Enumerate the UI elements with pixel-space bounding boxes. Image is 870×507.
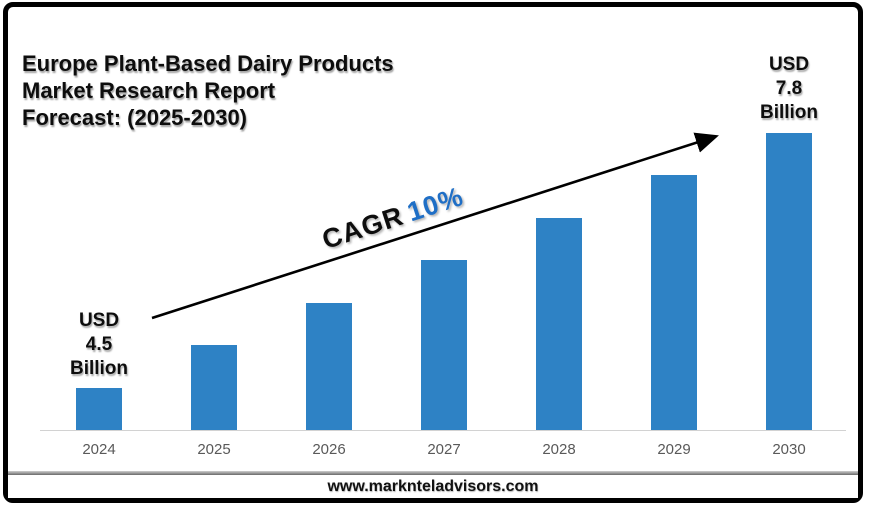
bar-2026	[306, 303, 352, 430]
x-axis-label-2027: 2027	[427, 441, 461, 458]
report-title: Europe Plant-Based Dairy Products Market…	[22, 50, 394, 131]
x-axis-label-2028: 2028	[542, 441, 576, 458]
title-line-1: Europe Plant-Based Dairy Products	[22, 51, 394, 76]
bar-2027	[421, 260, 467, 430]
bar-2028	[536, 218, 582, 430]
start-value-line-1: USD	[78, 310, 120, 331]
bar-2029	[651, 175, 697, 430]
x-axis-label-2024: 2024	[82, 441, 116, 458]
x-axis-label-2025: 2025	[197, 441, 231, 458]
end-value-line-3: Billion	[759, 102, 819, 123]
x-axis-line	[40, 430, 846, 431]
bar-2025	[191, 345, 237, 430]
cagr-annotation: CAGR10%	[293, 173, 493, 264]
title-line-2: Market Research Report	[22, 78, 276, 103]
x-axis-label-2026: 2026	[312, 441, 346, 458]
end-value-annotation: USD 7.8 Billion	[729, 53, 849, 125]
footer-divider	[8, 471, 858, 475]
end-value-line-2: 7.8	[775, 78, 803, 99]
bar-2030	[766, 133, 812, 430]
cagr-label: CAGR	[318, 200, 408, 255]
title-line-3: Forecast: (2025-2030)	[22, 105, 248, 130]
footer: www.marknteladvisors.com	[8, 475, 858, 498]
chart-frame: Europe Plant-Based Dairy Products Market…	[3, 2, 863, 503]
website-url: www.marknteladvisors.com	[327, 477, 539, 495]
x-axis-label-2029: 2029	[657, 441, 691, 458]
start-value-line-3: Billion	[69, 358, 129, 379]
bar-2024	[76, 388, 122, 430]
start-value-line-2: 4.5	[85, 334, 113, 355]
x-axis-label-2030: 2030	[772, 441, 806, 458]
end-value-line-1: USD	[768, 54, 810, 75]
cagr-value: 10%	[403, 181, 468, 228]
start-value-annotation: USD 4.5 Billion	[39, 309, 159, 381]
